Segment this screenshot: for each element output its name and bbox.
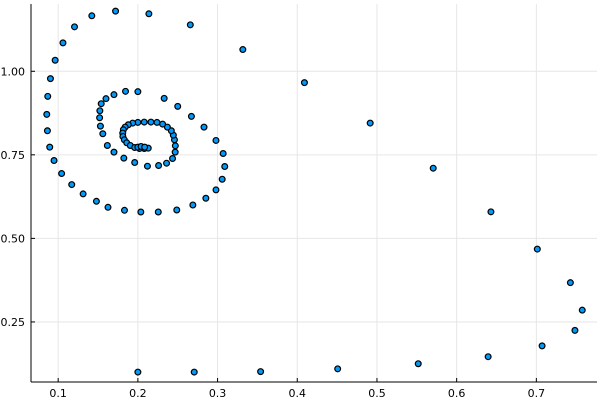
data-point bbox=[154, 208, 162, 216]
data-point bbox=[99, 130, 107, 138]
tick-labels: 0.1 0.2 0.3 0.4 0.5 0.6 0.7 0.25 0.50 0.75 1.00 bbox=[1, 65, 546, 400]
data-point bbox=[96, 114, 104, 122]
data-point bbox=[71, 23, 79, 31]
data-point bbox=[137, 208, 145, 216]
x-tick-label: 0.3 bbox=[209, 387, 227, 400]
data-point bbox=[134, 368, 142, 376]
grid bbox=[31, 4, 597, 382]
data-point bbox=[334, 365, 342, 373]
data-point bbox=[145, 10, 153, 18]
data-point bbox=[257, 368, 265, 376]
data-point bbox=[571, 326, 579, 334]
data-point bbox=[538, 342, 546, 350]
data-point bbox=[171, 142, 179, 150]
data-point bbox=[96, 107, 104, 115]
data-point bbox=[110, 91, 118, 99]
data-point bbox=[46, 143, 54, 151]
data-point bbox=[202, 194, 210, 202]
data-point bbox=[110, 148, 118, 156]
data-point bbox=[163, 123, 171, 131]
data-point bbox=[88, 12, 96, 20]
data-point bbox=[153, 118, 161, 126]
data-point bbox=[120, 206, 128, 214]
data-point bbox=[43, 110, 51, 118]
data-point bbox=[103, 141, 111, 149]
data-point bbox=[173, 206, 181, 214]
data-point bbox=[112, 7, 120, 15]
data-point bbox=[58, 170, 66, 178]
data-point bbox=[97, 100, 105, 108]
data-point bbox=[186, 21, 194, 29]
data-point bbox=[122, 87, 130, 95]
data-point bbox=[92, 197, 100, 205]
data-point bbox=[221, 163, 229, 171]
data-point bbox=[51, 56, 59, 64]
data-point bbox=[300, 79, 308, 87]
data-point bbox=[219, 149, 227, 157]
data-point bbox=[68, 181, 76, 189]
data-point bbox=[200, 123, 208, 131]
data-point bbox=[190, 368, 198, 376]
data-point bbox=[147, 118, 155, 126]
y-tick-label: 0.25 bbox=[1, 316, 26, 329]
x-tick-label: 0.1 bbox=[49, 387, 67, 400]
data-point bbox=[484, 353, 492, 361]
data-point bbox=[163, 159, 171, 167]
data-point bbox=[429, 164, 437, 172]
data-point bbox=[366, 119, 374, 127]
data-point bbox=[212, 186, 220, 194]
data-point bbox=[212, 136, 220, 144]
data-point bbox=[143, 162, 151, 170]
x-tick-label: 0.2 bbox=[129, 387, 147, 400]
data-point bbox=[134, 88, 142, 96]
x-tick-label: 0.6 bbox=[448, 387, 466, 400]
x-tick-label: 0.5 bbox=[368, 387, 386, 400]
data-point bbox=[487, 208, 495, 216]
data-point bbox=[43, 127, 51, 135]
data-point bbox=[160, 94, 168, 102]
data-point bbox=[140, 118, 148, 126]
y-tick-label: 0.75 bbox=[1, 149, 26, 162]
data-point bbox=[141, 143, 149, 151]
data-points bbox=[43, 7, 586, 376]
data-point bbox=[104, 203, 112, 211]
data-point bbox=[120, 154, 128, 162]
data-point bbox=[50, 157, 58, 165]
data-point bbox=[169, 155, 177, 163]
data-point bbox=[189, 201, 197, 209]
data-point bbox=[59, 39, 67, 47]
data-point bbox=[46, 75, 54, 83]
y-tick-label: 1.00 bbox=[1, 65, 26, 78]
x-tick-label: 0.7 bbox=[528, 387, 546, 400]
axes bbox=[30, 4, 597, 383]
data-point bbox=[159, 120, 167, 128]
data-point bbox=[218, 175, 226, 183]
data-point bbox=[44, 92, 52, 100]
x-tick-label: 0.4 bbox=[289, 387, 307, 400]
y-tick-label: 0.50 bbox=[1, 232, 26, 245]
data-point bbox=[187, 112, 195, 120]
data-point bbox=[414, 360, 422, 368]
data-point bbox=[79, 190, 87, 198]
data-point bbox=[131, 159, 139, 167]
data-point bbox=[566, 279, 574, 287]
data-point bbox=[239, 46, 247, 54]
data-point bbox=[102, 95, 110, 103]
data-point bbox=[533, 245, 541, 253]
data-point bbox=[155, 162, 163, 170]
data-point bbox=[171, 148, 179, 156]
data-point bbox=[96, 122, 104, 130]
data-point bbox=[174, 102, 182, 110]
data-point bbox=[578, 306, 586, 314]
